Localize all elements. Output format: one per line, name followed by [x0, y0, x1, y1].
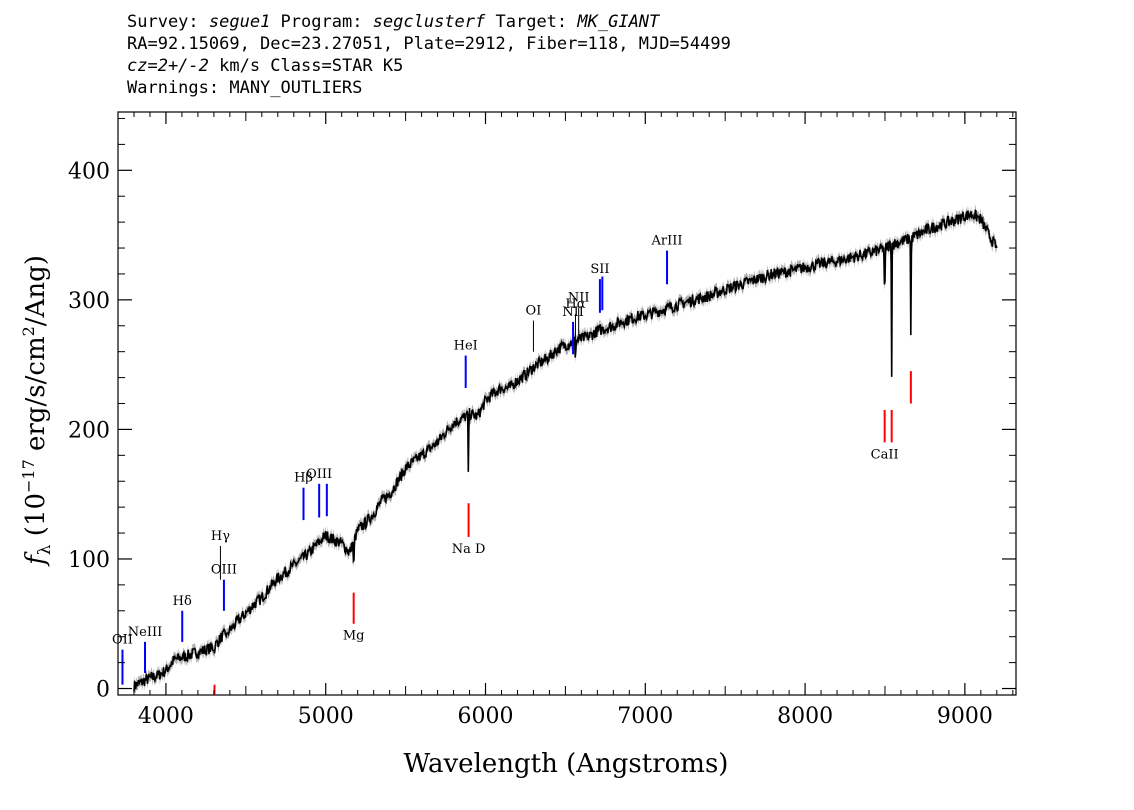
survey-label: Survey:: [127, 12, 209, 32]
y-axis-title-close: /Ang): [21, 255, 51, 326]
target-value: MK_GIANT: [577, 12, 660, 32]
y-axis-title: fλ (10−17 erg/s/cm2/Ang): [19, 255, 55, 567]
line-marker-label-19: CaII: [871, 447, 899, 462]
x-axis-title: Wavelength (Angstroms): [404, 749, 729, 779]
header-line-coordinates: RA=92.15069, Dec=23.27051, Plate=2912, F…: [127, 34, 731, 54]
header-line-warnings: Warnings: MANY_OUTLIERS: [127, 78, 363, 98]
line-marker-label-9: OI: [526, 304, 542, 319]
error-band-area: [134, 205, 997, 697]
spectrum-series: [133, 209, 998, 692]
y-tick-label-0: 0: [96, 678, 110, 703]
program-label: Program:: [270, 12, 373, 32]
line-marker-label-1: NeIII: [128, 625, 162, 640]
line-marker-label-18: Na D: [452, 542, 486, 557]
line-marker-label-4: OIII: [211, 563, 237, 578]
header-line-redshift: cz=2+/-2 km/s Class=STAR K5: [127, 55, 731, 77]
target-label: Target:: [485, 12, 578, 32]
y-tick-label-1: 100: [68, 548, 110, 573]
y-tick-label-4: 400: [68, 159, 110, 184]
line-marker-label-8: HeI: [454, 339, 478, 354]
x-tick-label-3: 7000: [617, 704, 673, 729]
line-marker-label-13: SII: [590, 262, 609, 277]
x-tick-label-0: 4000: [138, 704, 194, 729]
y-tick-label-3: 300: [68, 289, 110, 314]
y-axis-title-units: erg/s/cm: [21, 336, 51, 459]
y-axis-title-open: (10: [21, 493, 51, 545]
axes: 4000 5000 6000 7000 8000 9000 0 100 200 300 400: [68, 112, 1016, 729]
line-marker-label-11: Hα: [565, 297, 585, 312]
y-tick-label-2: 200: [68, 418, 110, 443]
spectrum-line: [133, 209, 998, 692]
x-tick-label-4: 8000: [777, 704, 833, 729]
program-value: segclusterf: [372, 12, 486, 32]
y-axis-title-sub: λ: [35, 544, 55, 555]
error-band: [134, 205, 997, 697]
x-tick-label-5: 9000: [937, 704, 993, 729]
line-marker-label-17: Mg: [343, 629, 365, 644]
redshift-value: cz=2+/-2: [127, 56, 209, 76]
x-tick-label-2: 6000: [458, 704, 514, 729]
line-marker-label-5: Hβ: [294, 471, 313, 486]
survey-value: segue1: [208, 12, 271, 32]
y-axis-title-exp: −17: [19, 459, 38, 493]
y-axis-title-exp2: 2: [19, 326, 38, 336]
line-marker-label-3: Hγ: [211, 529, 230, 544]
spectrum-header: Survey: segue1 Program: segclusterf Targ…: [127, 11, 731, 99]
line-marker-label-6: OIII: [306, 467, 332, 482]
line-marker-label-15: ArIII: [651, 234, 683, 249]
header-line-survey: Survey: segue1 Program: segclusterf Targ…: [127, 11, 731, 33]
x-tick-label-1: 5000: [298, 704, 354, 729]
line-marker-label-2: Hδ: [173, 594, 192, 609]
line-marker-label-12: NII: [568, 291, 590, 306]
line-marker-label-0: OII: [112, 633, 133, 648]
class-text: km/s Class=STAR K5: [208, 56, 404, 76]
